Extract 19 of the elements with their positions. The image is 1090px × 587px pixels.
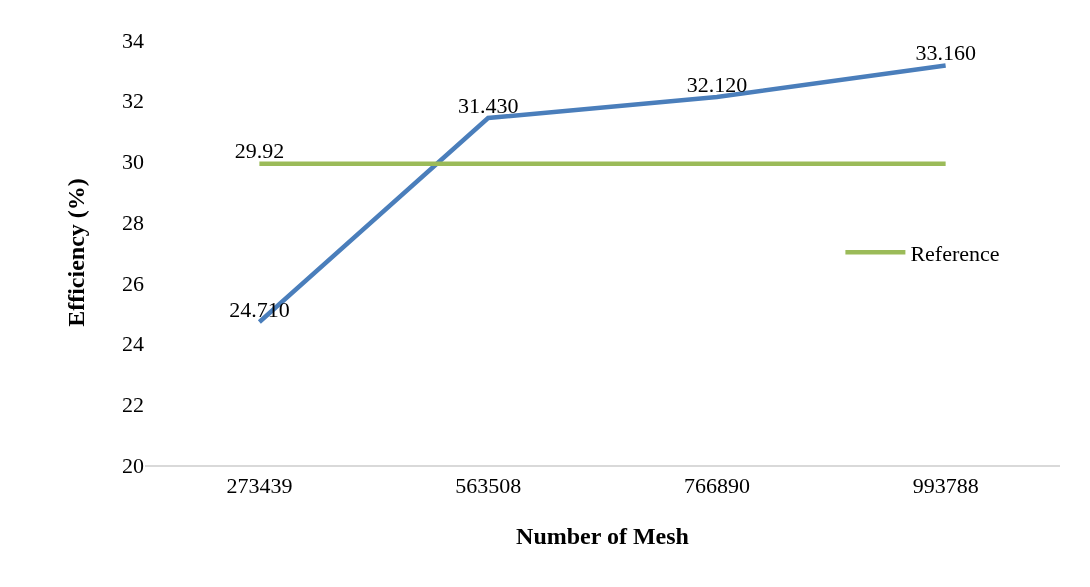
y-tick-label: 32: [122, 88, 144, 114]
x-tick-label: 563508: [455, 473, 522, 499]
data-label: 29.92: [234, 138, 285, 164]
x-tick-label: 993788: [912, 473, 979, 499]
y-tick-label: 20: [122, 452, 144, 478]
x-tick-label: 766890: [683, 473, 750, 499]
y-tick-label: 26: [122, 270, 144, 296]
y-tick-label: 30: [122, 149, 144, 175]
x-axis-title: Number of Mesh: [516, 522, 689, 549]
data-label: 33.160: [915, 40, 976, 65]
legend-label: Reference: [910, 240, 1000, 266]
data-label: 31.430: [457, 92, 519, 118]
y-tick-label: 22: [122, 391, 144, 417]
y-tick-label: 34: [122, 27, 144, 53]
y-tick-label: 28: [122, 209, 144, 235]
data-label: 32.120: [686, 71, 748, 97]
y-tick-label: 24: [122, 331, 144, 357]
y-axis-title: Efficiency (%): [63, 178, 90, 327]
x-tick-label: 273439: [226, 473, 293, 499]
